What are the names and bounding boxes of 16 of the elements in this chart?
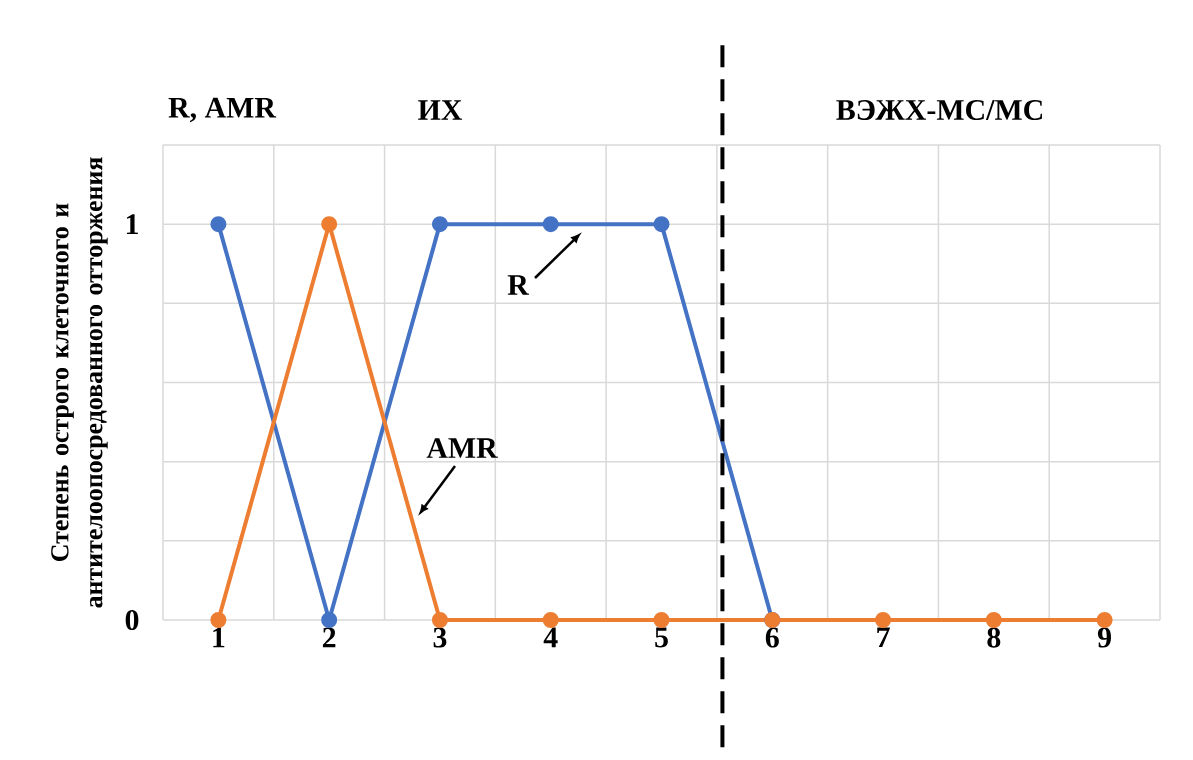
y-axis-title: Степень острого клеточного и антителоопосредованного отторжения — [51, 157, 108, 608]
x-tick-label: 4 — [543, 627, 558, 648]
x-tick-label: 5 — [655, 627, 668, 648]
text: ИХ — [418, 100, 463, 120]
y-tick-label: 0 — [125, 609, 139, 631]
text: ВЭЖХ-МС/МС — [836, 99, 1042, 121]
x-tick-label: 3 — [433, 627, 447, 648]
x-tick-label: 1 — [213, 627, 225, 648]
x-tick-label: 8 — [987, 627, 1001, 648]
x-tick-label: 6 — [765, 627, 779, 648]
x-tick-label: 7 — [877, 627, 890, 648]
text: R, AMR — [168, 97, 277, 123]
x-tick-label: 2 — [322, 627, 336, 648]
annotation: R — [507, 275, 530, 295]
annotation: AMR — [426, 438, 498, 458]
x-tick-label: 9 — [1097, 627, 1111, 648]
